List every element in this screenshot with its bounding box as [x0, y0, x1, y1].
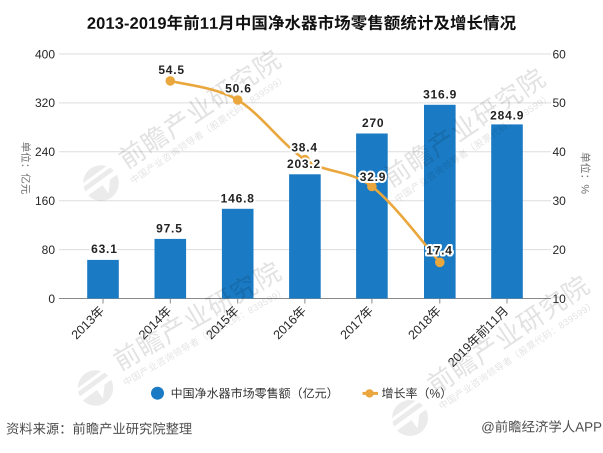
svg-text:32.9: 32.9 — [360, 170, 387, 184]
svg-text:240: 240 — [35, 145, 55, 159]
svg-text:0: 0 — [48, 292, 55, 306]
svg-text:54.5: 54.5 — [158, 63, 185, 77]
svg-text:203.2: 203.2 — [287, 157, 321, 171]
svg-text:146.8: 146.8 — [221, 191, 255, 205]
svg-text:50: 50 — [553, 96, 567, 110]
svg-text:60: 60 — [553, 47, 567, 61]
svg-text:40: 40 — [553, 145, 567, 159]
svg-text:284.9: 284.9 — [490, 109, 524, 123]
svg-text:30: 30 — [553, 194, 567, 208]
svg-text:400: 400 — [35, 47, 55, 61]
svg-text:20: 20 — [553, 243, 567, 257]
svg-text:97.5: 97.5 — [156, 222, 183, 236]
svg-text:50.6: 50.6 — [225, 81, 252, 95]
svg-text:63.1: 63.1 — [91, 242, 118, 256]
svg-text:316.9: 316.9 — [423, 87, 457, 101]
svg-text:38.4: 38.4 — [291, 140, 318, 154]
svg-text:160: 160 — [35, 194, 55, 208]
svg-text:17.4: 17.4 — [426, 243, 453, 257]
svg-text:320: 320 — [35, 96, 55, 110]
svg-text:80: 80 — [42, 243, 56, 257]
svg-text:10: 10 — [553, 292, 567, 306]
svg-text:270: 270 — [362, 116, 384, 130]
